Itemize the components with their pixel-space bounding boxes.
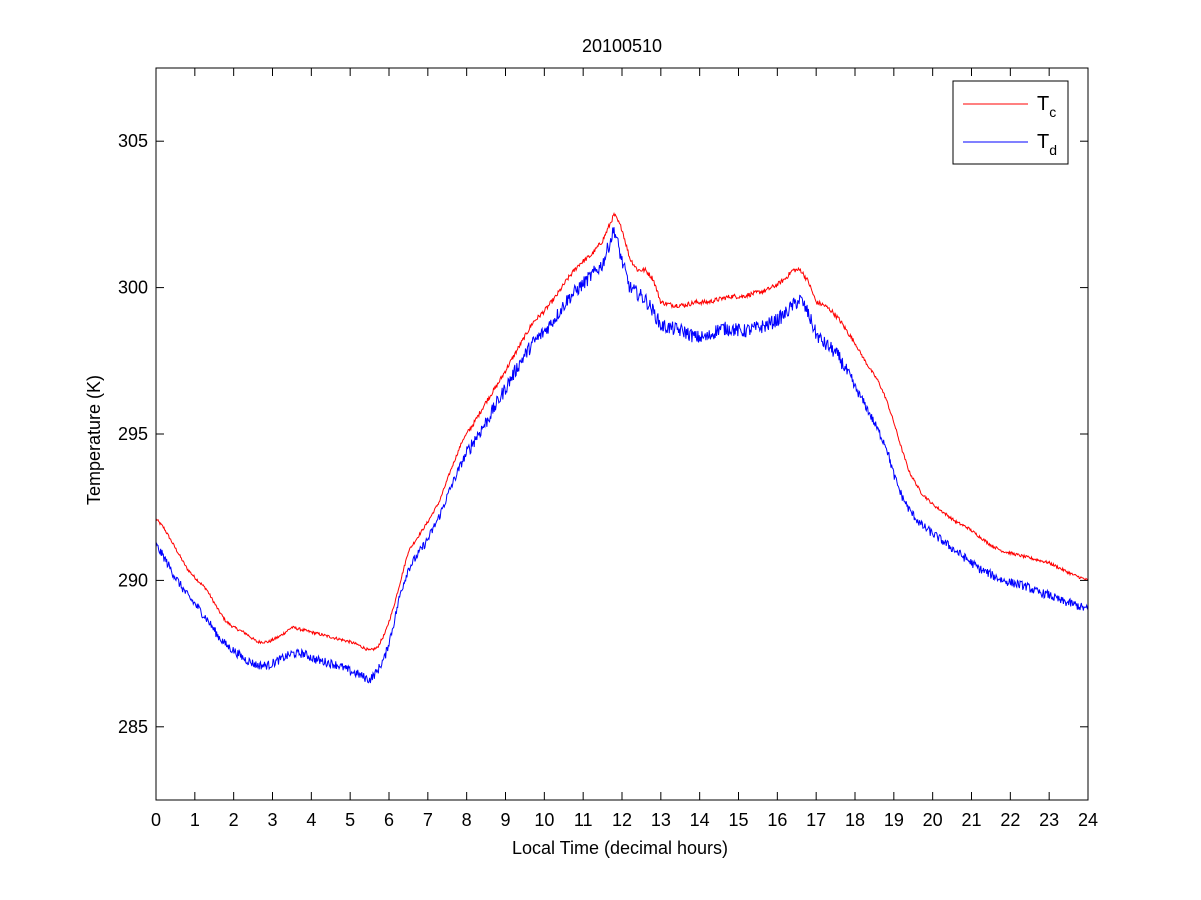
x-tick-label: 16 [767,810,787,830]
y-tick-label: 300 [118,278,148,298]
x-tick-label: 10 [534,810,554,830]
series-line-Td [155,227,1089,684]
x-tick-label: 21 [961,810,981,830]
y-axis-label: Temperature (K) [84,375,104,505]
legend-label-Td: Td [1037,131,1057,158]
legend-label-main: T [1037,131,1049,153]
x-axis: 0 1 2 3 4 5 6 7 8 9 10 11 12 13 14 15 16 17 18 19 20 21 22 23 24 [151,68,1098,830]
x-tick-label: 15 [728,810,748,830]
y-tick-label: 290 [118,570,148,590]
x-tick-label: 0 [151,810,161,830]
y-tick-label: 285 [118,717,148,737]
series-line-Tc [155,211,1089,652]
x-tick-label: 22 [1000,810,1020,830]
y-tick-label: 305 [118,131,148,151]
legend-box [952,80,1069,165]
x-tick-label: 17 [806,810,826,830]
chart-title: 20100510 [582,36,662,56]
series-layer [155,211,1089,684]
x-tick-label: 23 [1039,810,1059,830]
legend-label-subscript: d [1049,142,1057,158]
x-tick-label: 8 [462,810,472,830]
y-axis: 285 290 295 300 305 [118,131,1088,737]
y-tick-label: 295 [118,424,148,444]
x-tick-label: 1 [190,810,200,830]
legend-label-subscript: c [1049,104,1056,120]
plot-area [156,68,1088,800]
x-tick-label: 18 [845,810,865,830]
x-axis-label: Local Time (decimal hours) [512,838,728,858]
x-tick-label: 24 [1078,810,1098,830]
x-tick-label: 6 [384,810,394,830]
x-tick-label: 14 [690,810,710,830]
x-tick-label: 19 [884,810,904,830]
x-tick-label: 4 [306,810,316,830]
x-tick-label: 2 [229,810,239,830]
x-tick-label: 20 [923,810,943,830]
x-tick-label: 7 [423,810,433,830]
x-tick-label: 3 [267,810,277,830]
x-tick-label: 13 [651,810,671,830]
x-tick-label: 5 [345,810,355,830]
x-tick-label: 9 [500,810,510,830]
x-tick-label: 11 [574,810,593,830]
legend-label-main: T [1037,93,1049,115]
x-tick-label: 12 [612,810,632,830]
legend-label-Tc: Tc [1037,93,1056,120]
